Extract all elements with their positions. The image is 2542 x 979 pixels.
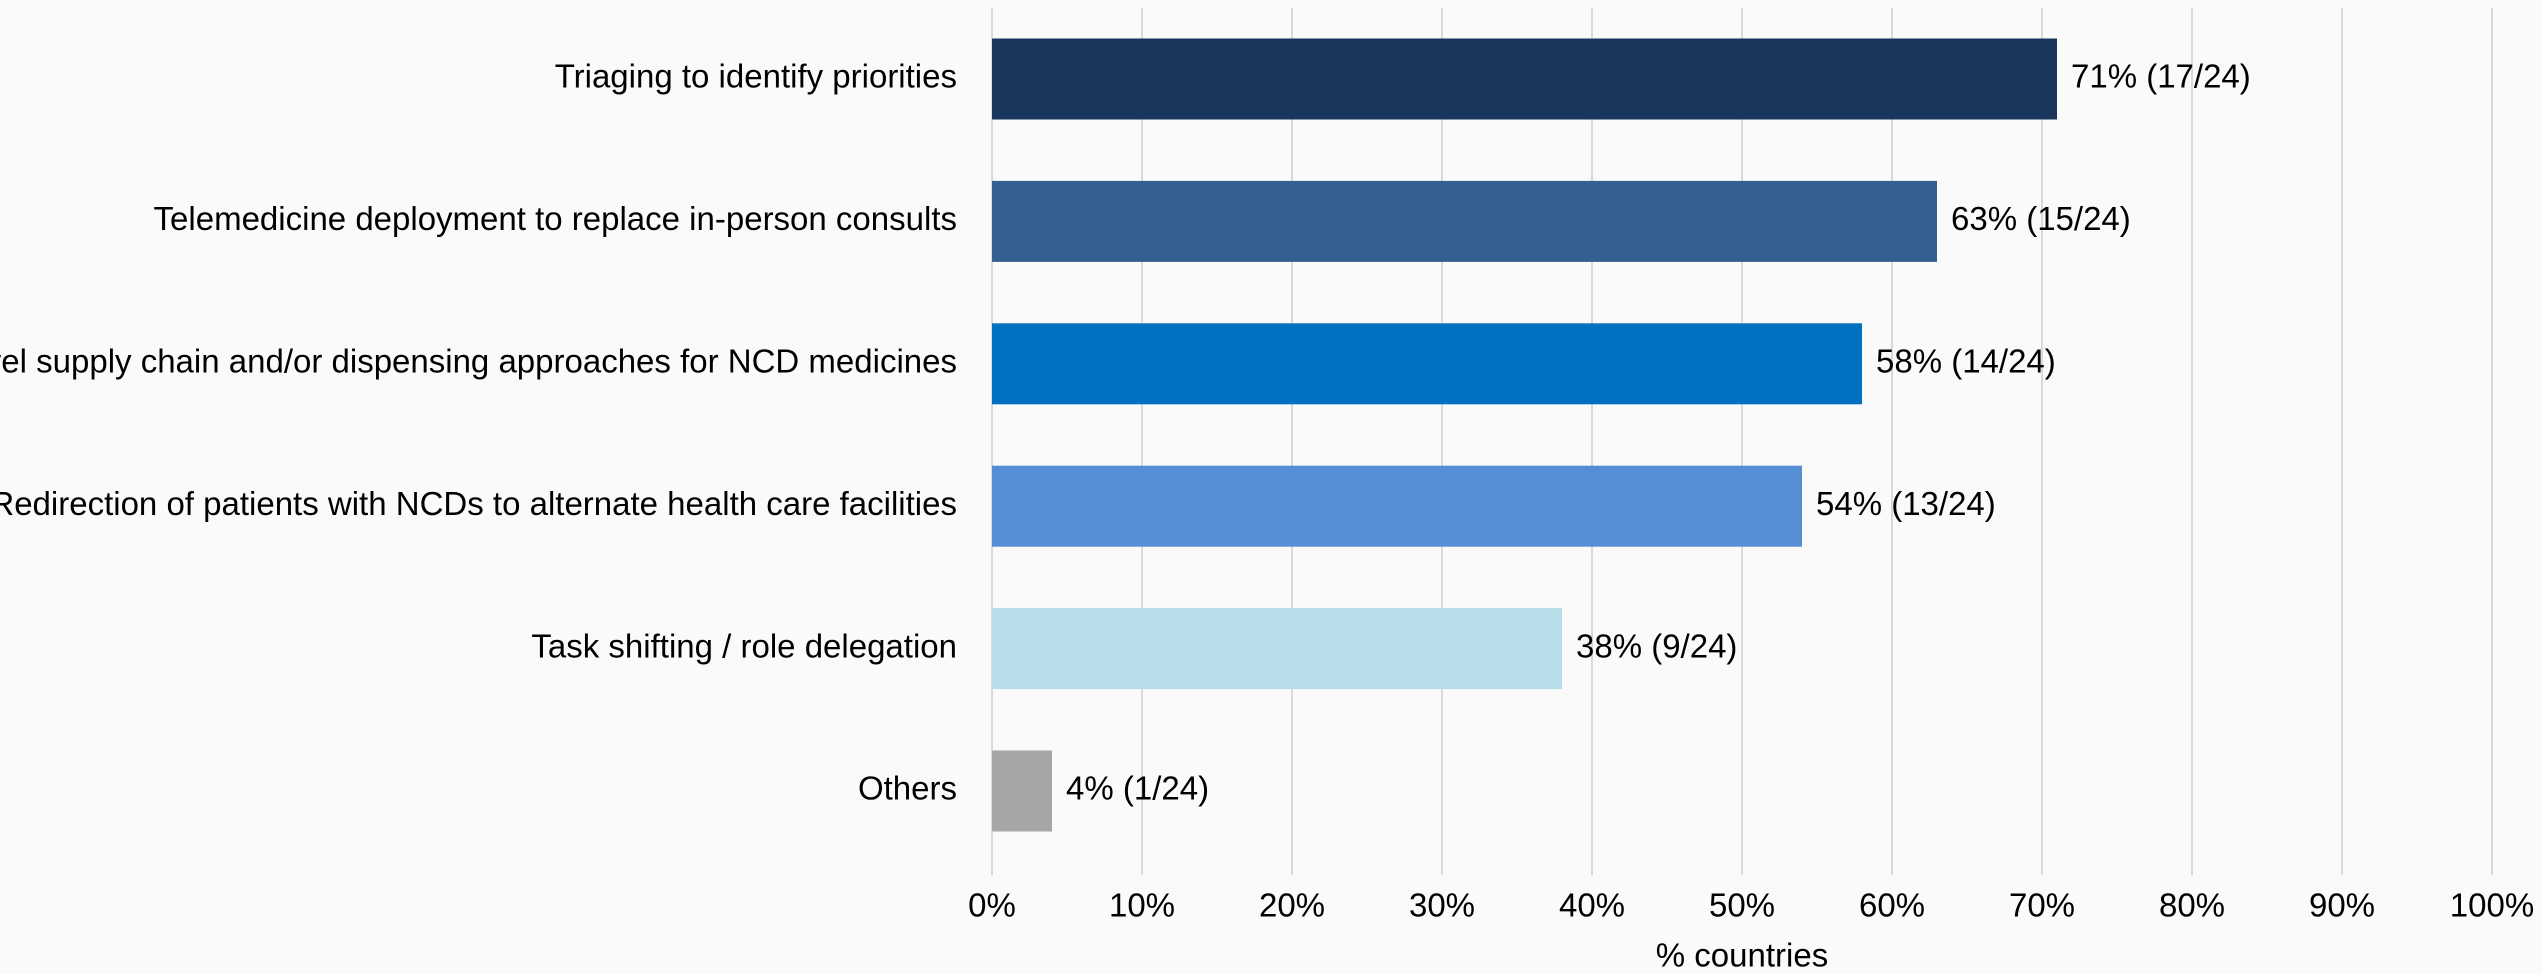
value-label: 71% (17/24) [2071,58,2251,95]
x-tick-label: 50% [1709,887,1775,924]
x-tick-label: 10% [1109,887,1175,924]
category-label: Task shifting / role delegation [531,627,957,664]
category-label: Telemedicine deployment to replace in-pe… [154,200,957,237]
bar [992,750,1052,832]
category-label: Redirection of patients with NCDs to alt… [0,485,957,522]
x-tick-label: 0% [968,887,1016,924]
x-tick-label: 40% [1559,887,1625,924]
x-axis-label: % countries [1656,937,1828,974]
bar [992,323,1862,405]
bar [992,465,1802,547]
value-label: 58% (14/24) [1876,343,2056,380]
x-tick-label: 30% [1409,887,1475,924]
bar [992,38,2057,120]
value-label: 38% (9/24) [1576,627,1737,664]
category-label: Novel supply chain and/or dispensing app… [0,343,957,380]
x-tick-label: 70% [2009,887,2075,924]
bar [992,180,1937,262]
bar [992,608,1562,690]
value-label: 54% (13/24) [1816,485,1996,522]
x-tick-label: 90% [2309,887,2375,924]
x-tick-label: 20% [1259,887,1325,924]
value-label: 63% (15/24) [1951,200,2131,237]
category-label: Triaging to identify priorities [555,58,957,95]
value-label: 4% (1/24) [1066,770,1209,807]
x-tick-label: 80% [2159,887,2225,924]
x-tick-label: 60% [1859,887,1925,924]
category-label: Others [858,770,957,807]
x-tick-label: 100% [2450,887,2534,924]
